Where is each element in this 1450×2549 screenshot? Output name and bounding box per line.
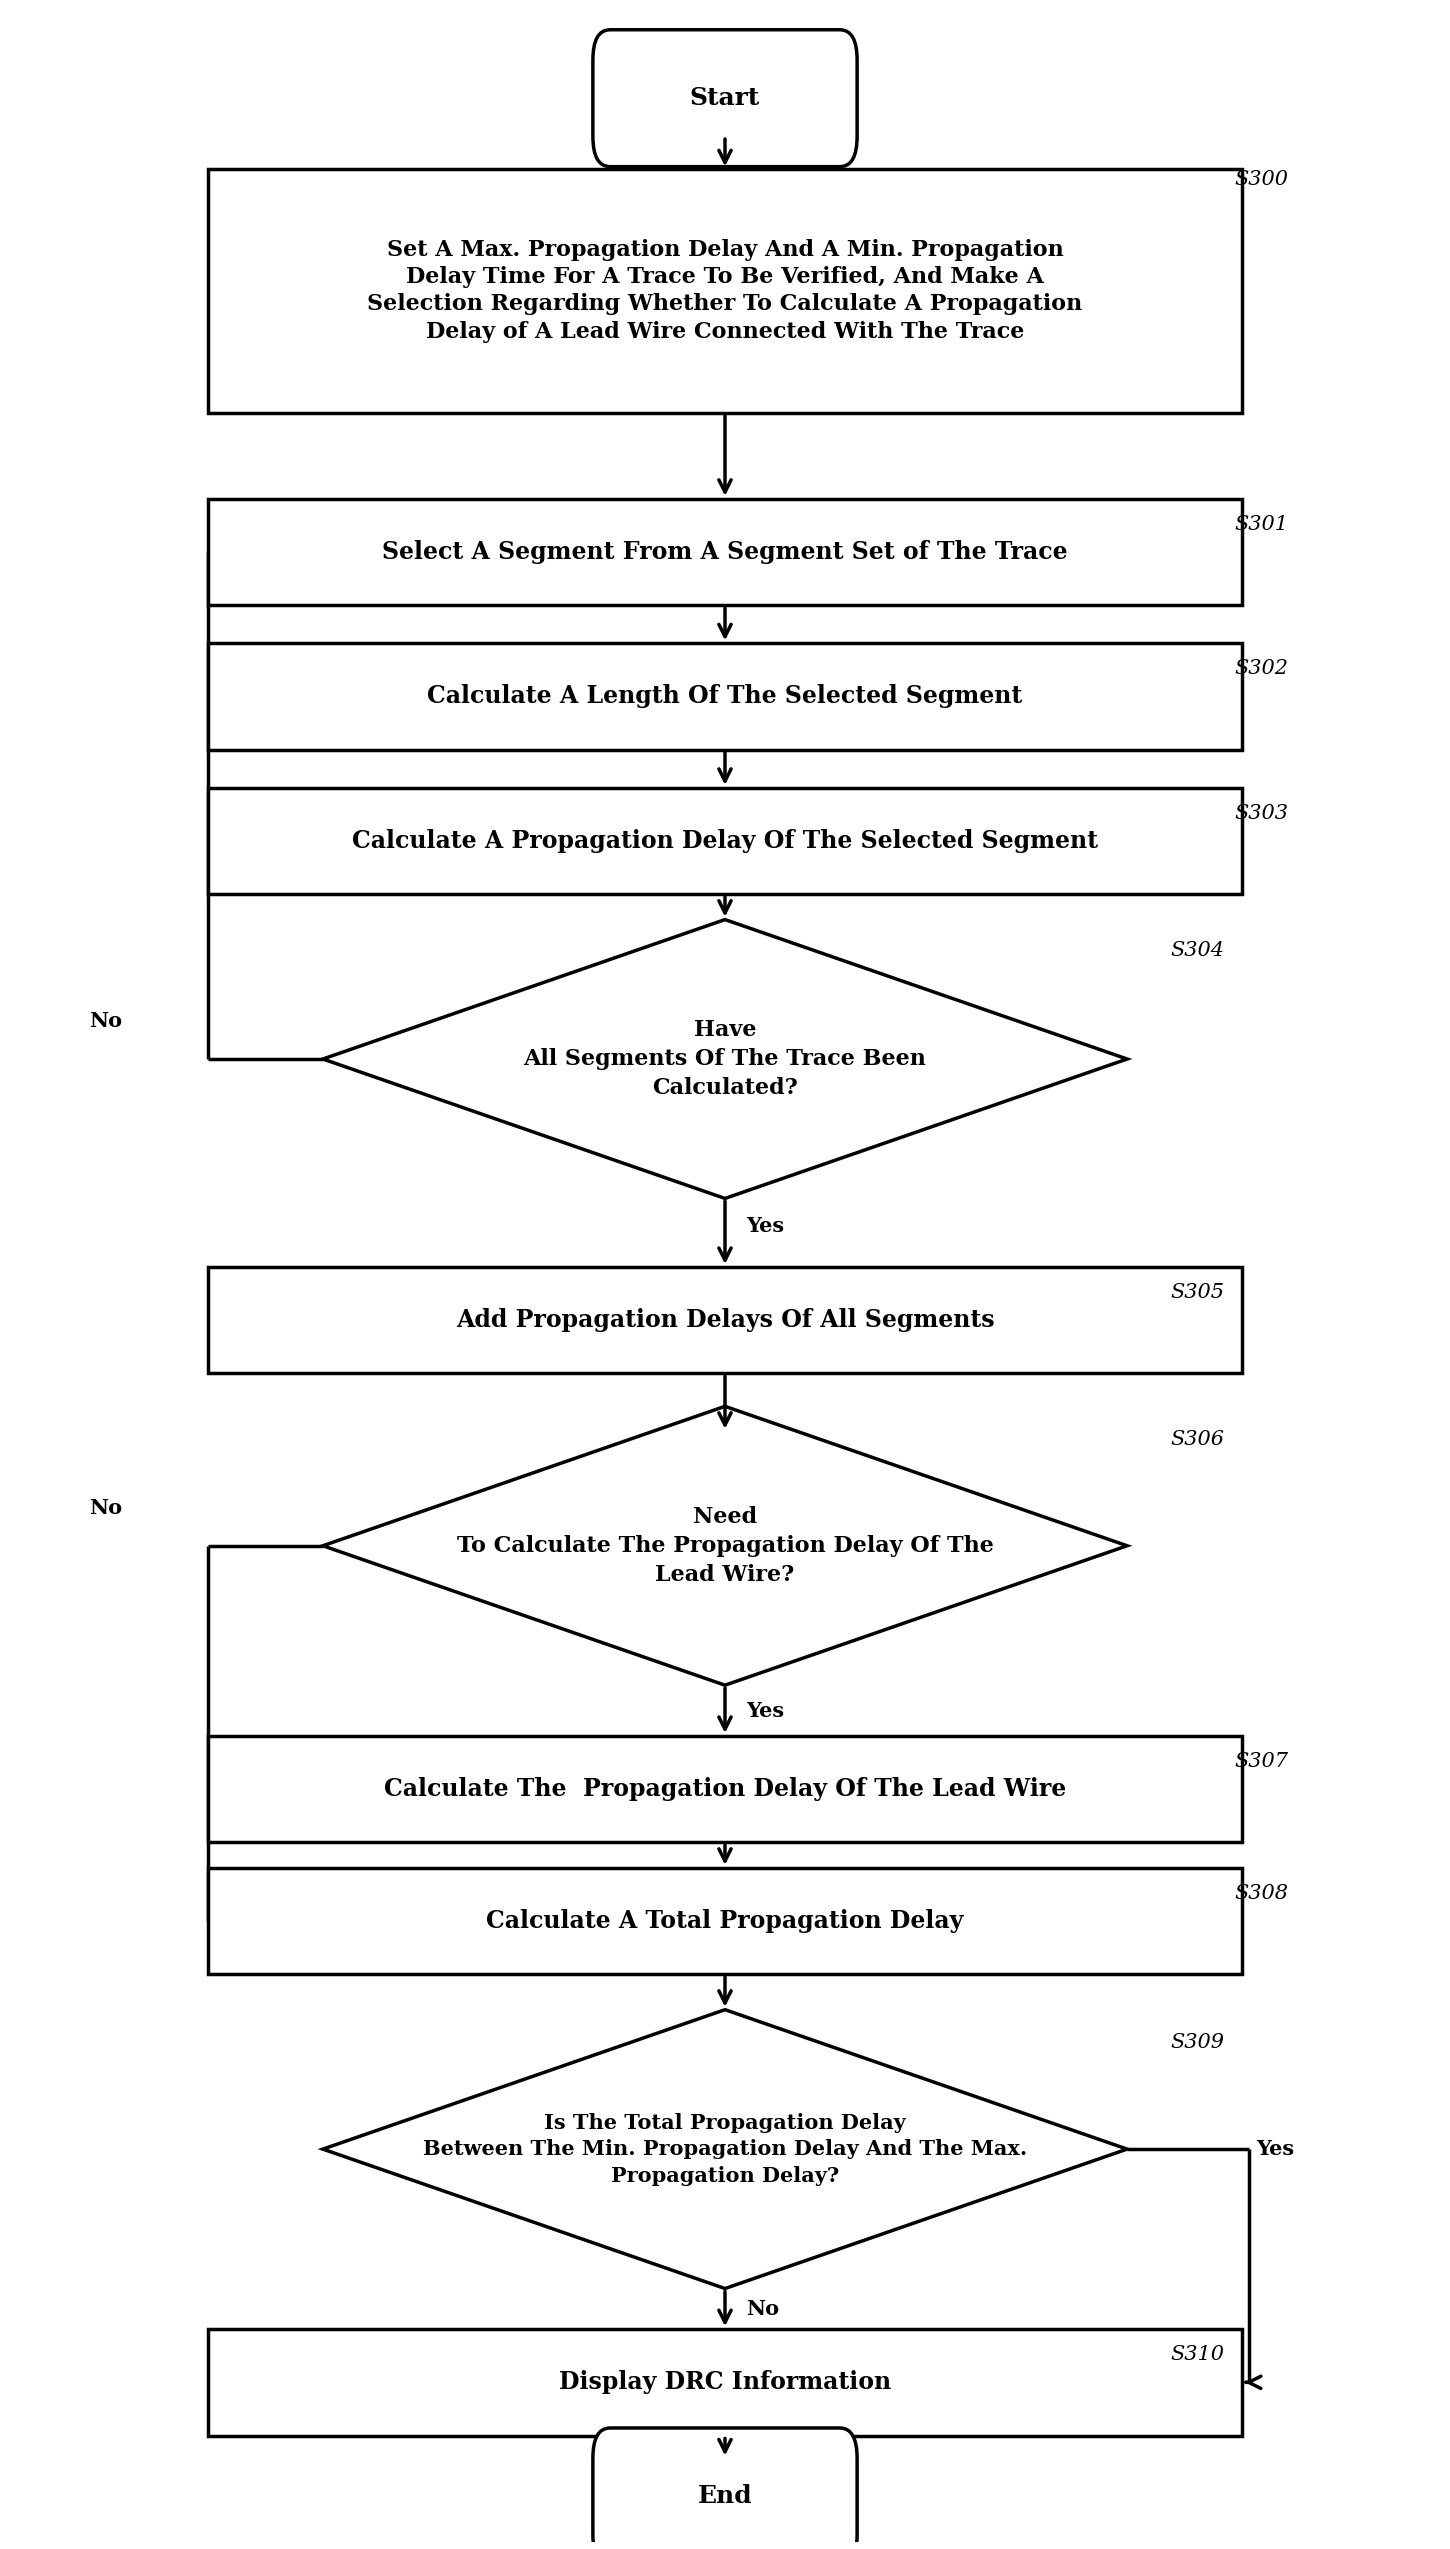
Polygon shape — [323, 920, 1127, 1198]
Text: S308: S308 — [1235, 1884, 1289, 1902]
Text: S302: S302 — [1235, 660, 1289, 678]
Text: S307: S307 — [1235, 1751, 1289, 1772]
Text: Yes: Yes — [747, 1216, 784, 1236]
Text: No: No — [88, 1499, 122, 1517]
FancyBboxPatch shape — [207, 168, 1243, 413]
Text: S304: S304 — [1170, 941, 1224, 958]
Text: S306: S306 — [1170, 1430, 1224, 1448]
Text: Start: Start — [690, 87, 760, 110]
FancyBboxPatch shape — [207, 500, 1243, 604]
Text: Yes: Yes — [1256, 2139, 1295, 2159]
Text: No: No — [747, 2299, 780, 2320]
FancyBboxPatch shape — [207, 2330, 1243, 2437]
Text: Have
All Segments Of The Trace Been
Calculated?: Have All Segments Of The Trace Been Calc… — [523, 1020, 927, 1099]
Text: Select A Segment From A Segment Set of The Trace: Select A Segment From A Segment Set of T… — [383, 540, 1067, 563]
Polygon shape — [323, 1407, 1127, 1685]
Text: S303: S303 — [1235, 803, 1289, 823]
Text: S300: S300 — [1235, 171, 1289, 189]
FancyBboxPatch shape — [207, 1868, 1243, 1973]
FancyBboxPatch shape — [593, 2429, 857, 2549]
Text: Calculate A Total Propagation Delay: Calculate A Total Propagation Delay — [486, 1909, 964, 1932]
Text: S305: S305 — [1170, 1282, 1224, 1303]
Text: Set A Max. Propagation Delay And A Min. Propagation
Delay Time For A Trace To Be: Set A Max. Propagation Delay And A Min. … — [367, 240, 1083, 342]
Text: Calculate A Length Of The Selected Segment: Calculate A Length Of The Selected Segme… — [428, 686, 1022, 709]
Text: Add Propagation Delays Of All Segments: Add Propagation Delays Of All Segments — [455, 1308, 995, 1333]
Text: Calculate A Propagation Delay Of The Selected Segment: Calculate A Propagation Delay Of The Sel… — [352, 828, 1098, 854]
Text: S301: S301 — [1235, 515, 1289, 533]
FancyBboxPatch shape — [207, 788, 1243, 895]
Text: Is The Total Propagation Delay
Between The Min. Propagation Delay And The Max.
P: Is The Total Propagation Delay Between T… — [423, 2113, 1027, 2184]
Text: Display DRC Information: Display DRC Information — [558, 2371, 892, 2394]
FancyBboxPatch shape — [207, 1736, 1243, 1843]
Text: End: End — [697, 2485, 753, 2508]
Text: Yes: Yes — [747, 1700, 784, 1721]
Text: Calculate The  Propagation Delay Of The Lead Wire: Calculate The Propagation Delay Of The L… — [384, 1777, 1066, 1802]
Text: S309: S309 — [1170, 2034, 1224, 2052]
FancyBboxPatch shape — [207, 1267, 1243, 1374]
Polygon shape — [323, 2009, 1127, 2289]
Text: No: No — [88, 1012, 122, 1030]
Text: Need
To Calculate The Propagation Delay Of The
Lead Wire?: Need To Calculate The Propagation Delay … — [457, 1506, 993, 1585]
Text: S310: S310 — [1170, 2345, 1224, 2363]
FancyBboxPatch shape — [593, 31, 857, 166]
FancyBboxPatch shape — [207, 642, 1243, 749]
